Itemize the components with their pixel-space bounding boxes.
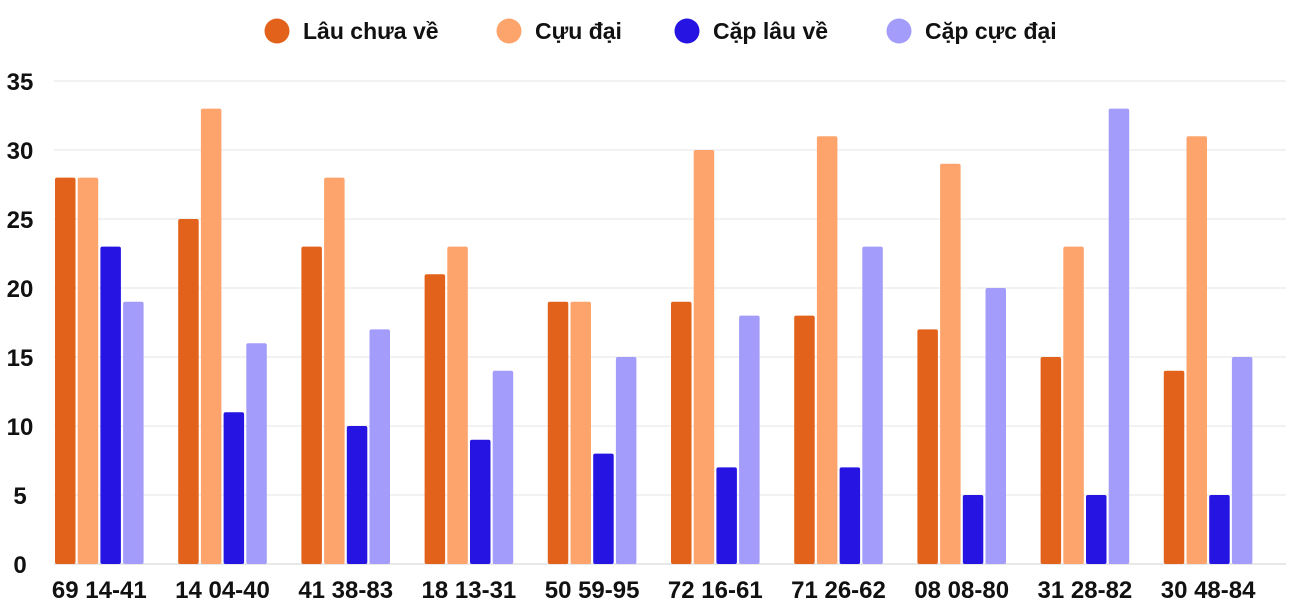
bar-cap-lau-ve-4	[470, 439, 491, 564]
bar-cuu-dai-3	[324, 177, 345, 564]
x-tick-label: 18 13-31	[422, 577, 517, 600]
bar-lau-chua-ve-7	[794, 315, 815, 564]
bar-cap-cuc-dai-5	[615, 357, 637, 564]
legend-item[interactable]: Cặp cực đại	[886, 18, 1057, 44]
bar-cap-lau-ve-8	[962, 495, 984, 564]
bar-lau-chua-ve-8	[917, 329, 938, 564]
y-tick-label: 5	[13, 483, 26, 510]
y-tick-label: 20	[7, 276, 34, 303]
legend-item[interactable]: Lâu chưa về	[264, 18, 439, 44]
legend-label: Cặp cực đại	[925, 18, 1057, 44]
bar-cap-cuc-dai-2	[246, 343, 267, 564]
x-tick-label: 69 14-41	[52, 577, 147, 600]
legend-item[interactable]: Cặp lâu về	[674, 18, 829, 44]
legend-label: Lâu chưa về	[303, 18, 439, 44]
bar-lau-chua-ve-10	[1163, 370, 1185, 564]
x-tick-label: 50 59-95	[545, 577, 640, 600]
bar-cap-cuc-dai-3	[369, 329, 390, 564]
bar-cap-lau-ve-10	[1209, 495, 1230, 564]
bar-cuu-dai-7	[816, 136, 838, 564]
bar-cuu-dai-2	[200, 108, 222, 564]
bar-cuu-dai-4	[447, 246, 468, 564]
legend-label: Cặp lâu về	[713, 18, 828, 44]
bar-cap-lau-ve-7	[839, 467, 861, 564]
y-tick-label: 15	[7, 345, 34, 372]
x-tick-label: 41 38-83	[298, 577, 393, 600]
legend-label: Cựu đại	[535, 18, 622, 44]
bar-cap-lau-ve-6	[716, 467, 737, 564]
bar-lau-chua-ve-6	[671, 301, 692, 564]
y-tick-label: 35	[7, 69, 34, 96]
x-axis: 69 14-41 14 04-40 41 38-83 18 13-31 50 59-95…	[52, 577, 1256, 600]
bar-lau-chua-ve-1	[55, 177, 76, 564]
bar-cap-lau-ve-5	[593, 453, 614, 564]
bar-cuu-dai-1	[77, 177, 99, 564]
legend-swatch	[264, 18, 290, 44]
bar-lau-chua-ve-3	[301, 246, 322, 564]
bar-cap-cuc-dai-6	[739, 315, 760, 564]
x-tick-label: 14 04-40	[175, 577, 270, 600]
x-tick-label: 71 26-62	[791, 577, 886, 600]
bar-cap-cuc-dai-1	[123, 301, 144, 564]
bar-lau-chua-ve-4	[424, 274, 446, 564]
bar-lau-chua-ve-9	[1040, 357, 1062, 564]
y-tick-label: 25	[7, 207, 34, 234]
legend-item[interactable]: Cựu đại	[496, 18, 622, 44]
x-tick-label: 72 16-61	[668, 577, 763, 600]
bars	[55, 108, 1253, 565]
bar-cap-lau-ve-3	[346, 426, 368, 564]
bar-cuu-dai-10	[1186, 136, 1207, 564]
bar-cuu-dai-6	[693, 150, 715, 564]
bar-cap-cuc-dai-4	[492, 370, 514, 564]
legend-swatch	[496, 18, 522, 44]
x-tick-label: 30 48-84	[1161, 577, 1256, 600]
bar-lau-chua-ve-5	[547, 301, 569, 564]
legend-swatch	[674, 18, 700, 44]
x-tick-label: 31 28-82	[1038, 577, 1133, 600]
bar-cap-cuc-dai-8	[985, 288, 1006, 564]
bar-cap-lau-ve-2	[223, 412, 245, 564]
bar-cuu-dai-5	[570, 301, 591, 564]
legend-swatch	[886, 18, 912, 44]
bar-cap-lau-ve-9	[1086, 495, 1107, 564]
bar-cap-cuc-dai-10	[1231, 357, 1253, 564]
y-axis: 0 5 10 15 20 25 30 35	[7, 69, 34, 579]
bar-cuu-dai-9	[1063, 246, 1084, 564]
x-tick-label: 08 08-80	[914, 577, 1009, 600]
y-tick-label: 0	[13, 552, 26, 579]
legend: Lâu chưa về Cựu đại Cặp lâu về Cặp cực đại	[264, 18, 1057, 44]
bar-lau-chua-ve-2	[178, 219, 199, 564]
y-tick-label: 30	[7, 138, 34, 165]
bar-cuu-dai-8	[940, 163, 961, 565]
bar-cap-cuc-dai-9	[1108, 108, 1130, 564]
y-tick-label: 10	[7, 414, 34, 441]
bar-cap-cuc-dai-7	[862, 246, 883, 564]
bar-cap-lau-ve-1	[100, 246, 121, 564]
